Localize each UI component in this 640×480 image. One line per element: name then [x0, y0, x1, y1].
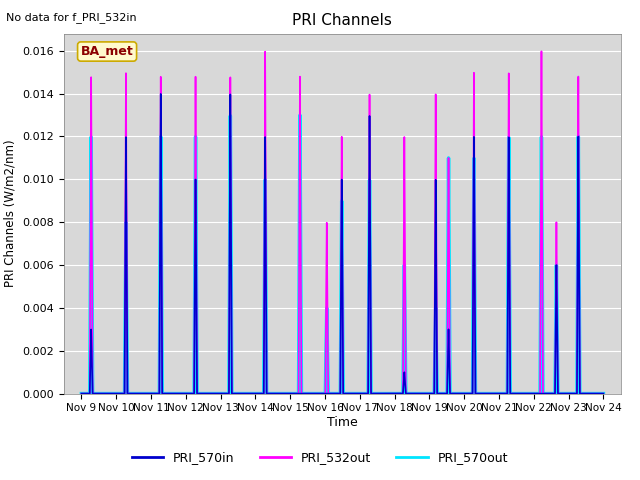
PRI_532out [392, 391, 399, 396]
PRI_570out [113, 391, 121, 396]
Title: PRI Channels: PRI Channels [292, 13, 392, 28]
PRI_532out [77, 391, 85, 396]
PRI_570in [465, 391, 473, 396]
Line: PRI_532out: PRI_532out [81, 51, 604, 394]
PRI_570out [203, 391, 211, 396]
PRI_570in [392, 391, 399, 396]
Legend: PRI_570in, PRI_532out, PRI_570out: PRI_570in, PRI_532out, PRI_570out [127, 446, 513, 469]
PRI_570out [296, 112, 304, 118]
PRI_570in [203, 391, 211, 396]
PRI_570in [157, 91, 164, 97]
PRI_570out [465, 391, 473, 396]
Y-axis label: PRI Channels (W/m2/nm): PRI Channels (W/m2/nm) [4, 140, 17, 288]
PRI_532out [538, 48, 545, 54]
Line: PRI_570in: PRI_570in [81, 94, 604, 394]
PRI_570out [392, 391, 399, 396]
PRI_570out [77, 391, 85, 396]
Text: No data for f_PRI_532in: No data for f_PRI_532in [6, 12, 137, 23]
PRI_570out [278, 391, 285, 396]
PRI_532out [361, 391, 369, 396]
Text: BA_met: BA_met [81, 45, 134, 58]
PRI_570out [361, 391, 369, 396]
PRI_532out [203, 391, 211, 396]
PRI_570in [77, 391, 85, 396]
PRI_570in [278, 391, 285, 396]
PRI_532out [465, 391, 472, 396]
PRI_570in [600, 391, 607, 396]
X-axis label: Time: Time [327, 416, 358, 429]
PRI_532out [278, 391, 285, 396]
PRI_570out [600, 391, 607, 396]
PRI_570in [361, 391, 369, 396]
Line: PRI_570out: PRI_570out [81, 115, 604, 394]
PRI_570in [113, 391, 121, 396]
PRI_532out [600, 391, 607, 396]
PRI_532out [113, 391, 121, 396]
